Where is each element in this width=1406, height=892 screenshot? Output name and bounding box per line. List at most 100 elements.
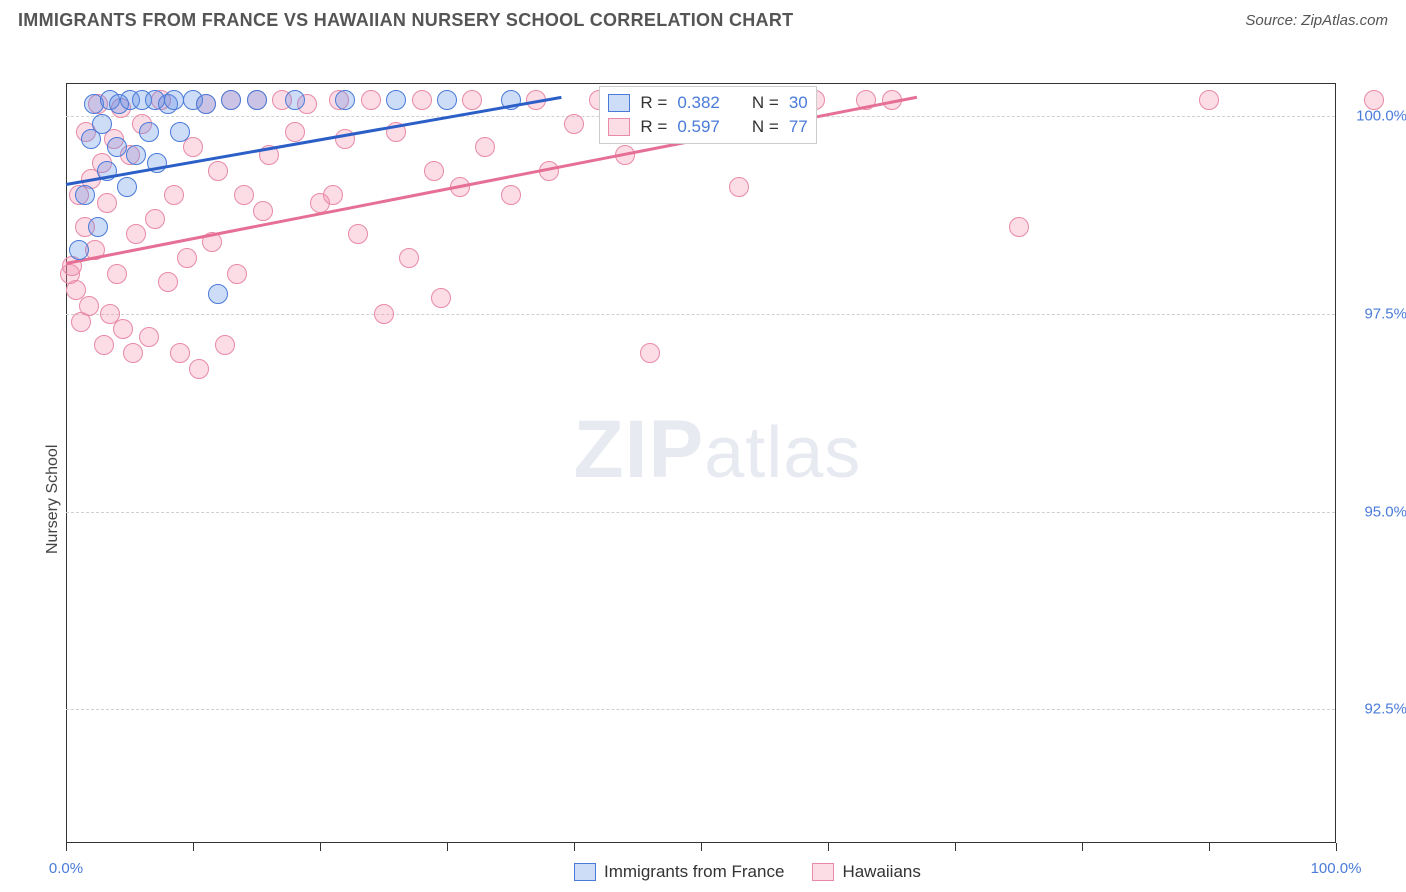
scatter-point-blue (221, 90, 241, 110)
stat-n-label: N = (752, 93, 779, 113)
scatter-point-blue (437, 90, 457, 110)
scatter-point-pink (234, 185, 254, 205)
watermark: ZIPatlas (574, 403, 862, 497)
scatter-point-pink (145, 209, 165, 229)
x-tick (828, 843, 829, 851)
scatter-point-pink (323, 185, 343, 205)
scatter-point-pink (253, 201, 273, 221)
scatter-point-pink (412, 90, 432, 110)
scatter-point-pink (208, 161, 228, 181)
x-tick (1336, 843, 1337, 851)
gridline (66, 314, 1335, 315)
scatter-point-blue (196, 94, 216, 114)
scatter-point-pink (189, 359, 209, 379)
x-tick (1082, 843, 1083, 851)
scatter-point-blue (92, 114, 112, 134)
scatter-point-pink (1009, 217, 1029, 237)
scatter-point-blue (208, 284, 228, 304)
scatter-point-blue (139, 122, 159, 142)
swatch-pink (608, 118, 630, 136)
scatter-point-pink (107, 264, 127, 284)
legend-label: Hawaiians (842, 862, 920, 882)
scatter-point-pink (215, 335, 235, 355)
scatter-point-pink (123, 343, 143, 363)
scatter-point-pink (97, 193, 117, 213)
scatter-point-pink (177, 248, 197, 268)
source-attribution: Source: ZipAtlas.com (1245, 12, 1388, 29)
x-tick (1209, 843, 1210, 851)
gridline (66, 709, 1335, 710)
y-axis (66, 84, 67, 843)
x-tick (193, 843, 194, 851)
scatter-point-pink (374, 304, 394, 324)
scatter-point-pink (462, 90, 482, 110)
scatter-point-pink (501, 185, 521, 205)
scatter-point-pink (164, 185, 184, 205)
scatter-point-pink (94, 335, 114, 355)
x-tick (320, 843, 321, 851)
stat-n-value: 30 (789, 93, 808, 113)
scatter-point-pink (475, 137, 495, 157)
gridline (66, 512, 1335, 513)
y-tick-label: 100.0% (1347, 107, 1406, 124)
y-tick-label: 95.0% (1347, 503, 1406, 520)
y-tick-label: 92.5% (1347, 701, 1406, 718)
scatter-point-blue (335, 90, 355, 110)
swatch-blue (608, 94, 630, 112)
scatter-point-blue (164, 90, 184, 110)
scatter-point-pink (431, 288, 451, 308)
legend-label: Immigrants from France (604, 862, 784, 882)
scatter-point-blue (386, 90, 406, 110)
swatch-pink (812, 863, 834, 881)
scatter-point-blue (285, 90, 305, 110)
scatter-point-pink (158, 272, 178, 292)
scatter-point-blue (75, 185, 95, 205)
legend-item-pink: Hawaiians (812, 862, 920, 882)
swatch-blue (574, 863, 596, 881)
scatter-point-blue (170, 122, 190, 142)
scatter-point-pink (424, 161, 444, 181)
scatter-point-pink (564, 114, 584, 134)
scatter-point-pink (170, 343, 190, 363)
scatter-point-pink (79, 296, 99, 316)
stats-legend: R = 0.382 N = 30 R = 0.597 N = 77 (599, 86, 816, 144)
scatter-point-blue (247, 90, 267, 110)
x-tick (701, 843, 702, 851)
scatter-point-blue (69, 240, 89, 260)
plot-area: ZIPatlas 92.5%95.0%97.5%100.0%0.0%100.0%… (66, 83, 1336, 843)
stat-n-value: 77 (789, 117, 808, 137)
stat-r-value: 0.597 (677, 117, 720, 137)
legend-item-blue: Immigrants from France (574, 862, 784, 882)
x-tick (955, 843, 956, 851)
scatter-point-blue (88, 217, 108, 237)
scatter-point-pink (285, 122, 305, 142)
stat-r-label: R = (640, 93, 667, 113)
x-tick-label: 100.0% (1311, 860, 1362, 877)
stat-r-label: R = (640, 117, 667, 137)
y-axis-label: Nursery School (44, 445, 62, 554)
scatter-point-pink (399, 248, 419, 268)
scatter-point-pink (113, 319, 133, 339)
stats-row-pink: R = 0.597 N = 77 (608, 115, 807, 139)
scatter-point-pink (227, 264, 247, 284)
scatter-point-pink (1199, 90, 1219, 110)
stat-n-label: N = (752, 117, 779, 137)
scatter-point-blue (117, 177, 137, 197)
x-tick (574, 843, 575, 851)
scatter-point-pink (183, 137, 203, 157)
x-tick-label: 0.0% (49, 860, 83, 877)
scatter-point-pink (348, 224, 368, 244)
scatter-point-blue (107, 137, 127, 157)
scatter-point-pink (126, 224, 146, 244)
bottom-legend: Immigrants from France Hawaiians (574, 862, 921, 882)
chart-title: IMMIGRANTS FROM FRANCE VS HAWAIIAN NURSE… (18, 10, 793, 31)
x-tick (447, 843, 448, 851)
stats-row-blue: R = 0.382 N = 30 (608, 91, 807, 115)
stat-r-value: 0.382 (677, 93, 720, 113)
scatter-point-pink (1364, 90, 1384, 110)
y-tick-label: 97.5% (1347, 305, 1406, 322)
scatter-point-pink (640, 343, 660, 363)
x-tick (66, 843, 67, 851)
scatter-point-pink (729, 177, 749, 197)
scatter-point-pink (139, 327, 159, 347)
